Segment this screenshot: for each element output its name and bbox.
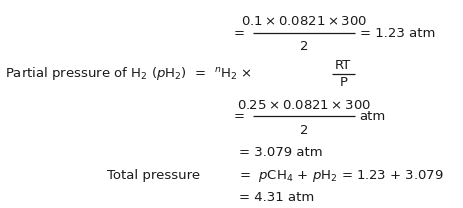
Text: =: = — [233, 27, 244, 40]
Text: 2: 2 — [299, 40, 307, 53]
Text: $0.1 \times 0.0821 \times 300$: $0.1 \times 0.0821 \times 300$ — [240, 15, 366, 28]
Text: =  $p$CH$_4$ + $p$H$_2$ = 1.23 + 3.079: = $p$CH$_4$ + $p$H$_2$ = 1.23 + 3.079 — [238, 168, 443, 184]
Text: 2: 2 — [299, 124, 307, 136]
Text: = 3.079 atm: = 3.079 atm — [238, 146, 322, 159]
Text: Total pressure: Total pressure — [106, 169, 200, 182]
Text: P: P — [338, 76, 347, 89]
Text: RT: RT — [334, 59, 351, 72]
Text: = 1.23 atm: = 1.23 atm — [359, 27, 434, 40]
Text: atm: atm — [359, 110, 385, 123]
Text: Partial pressure of H$_2$ ($p$H$_2$)  =  $^n$H$_2$ $\times$: Partial pressure of H$_2$ ($p$H$_2$) = $… — [5, 65, 251, 82]
Text: $0.25 \times 0.0821 \times 300$: $0.25 \times 0.0821 \times 300$ — [237, 99, 370, 111]
Text: =: = — [233, 110, 244, 123]
Text: = 4.31 atm: = 4.31 atm — [238, 191, 313, 204]
